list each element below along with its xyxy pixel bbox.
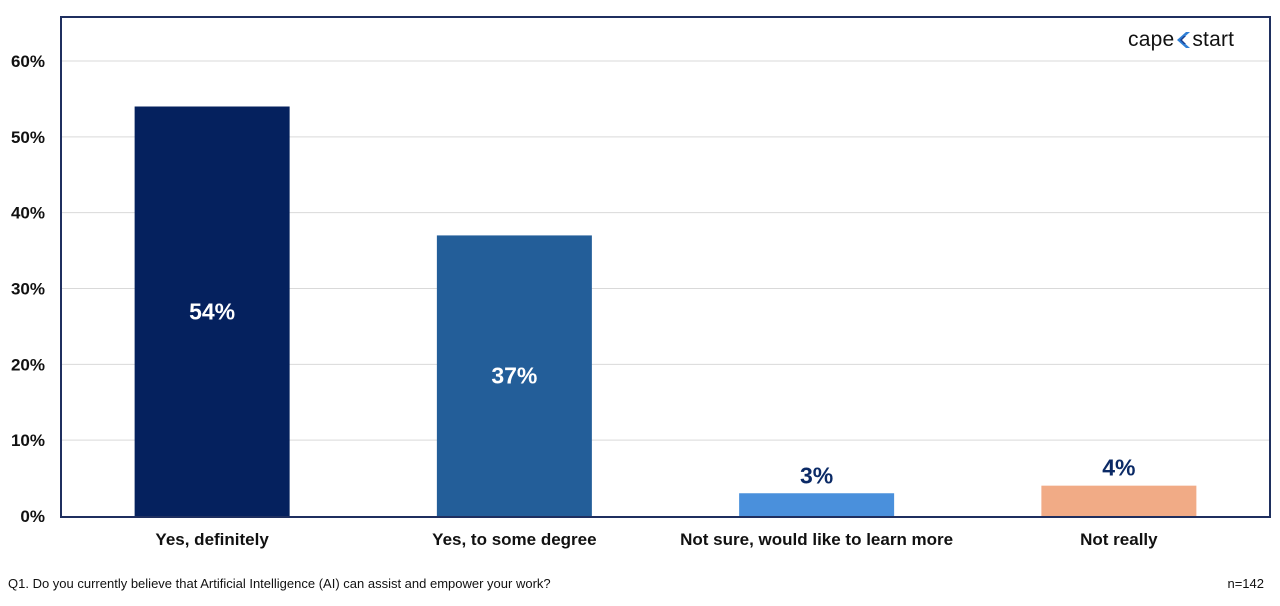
data-label: 54% <box>189 298 235 324</box>
y-tick-label: 60% <box>11 52 45 71</box>
logo-mark-icon <box>1177 32 1191 48</box>
x-tick-label: Yes, to some degree <box>432 530 596 549</box>
data-label: 4% <box>1102 455 1135 481</box>
x-tick-label: Yes, definitely <box>155 530 269 549</box>
y-tick-label: 40% <box>11 204 45 223</box>
logo-text-right: start <box>1192 28 1235 51</box>
bar <box>134 106 290 516</box>
y-tick-label: 0% <box>20 507 45 526</box>
y-tick-label: 20% <box>11 355 45 374</box>
y-tick-label: 30% <box>11 280 45 299</box>
y-tick-label: 10% <box>11 431 45 450</box>
data-label: 3% <box>800 462 833 488</box>
y-tick-label: 50% <box>11 128 45 147</box>
x-tick-label: Not sure, would like to learn more <box>680 530 953 549</box>
bar <box>436 235 592 516</box>
logo-text-left: cape <box>1128 28 1175 51</box>
bar <box>1041 485 1197 516</box>
sample-size: n=142 <box>1227 576 1264 591</box>
bar <box>739 493 895 516</box>
bar-chart: 54% 37% 3% 4% 0% 10% 20% 30% 40% 50% 60% Yes, def… <box>11 16 1271 549</box>
plot-frame <box>60 16 1271 518</box>
capestart-logo: cape start <box>1128 28 1234 52</box>
question-caption: Q1. Do you currently believe that Artifi… <box>8 576 551 591</box>
data-label: 37% <box>491 363 537 389</box>
x-tick-label: Not really <box>1080 530 1158 549</box>
